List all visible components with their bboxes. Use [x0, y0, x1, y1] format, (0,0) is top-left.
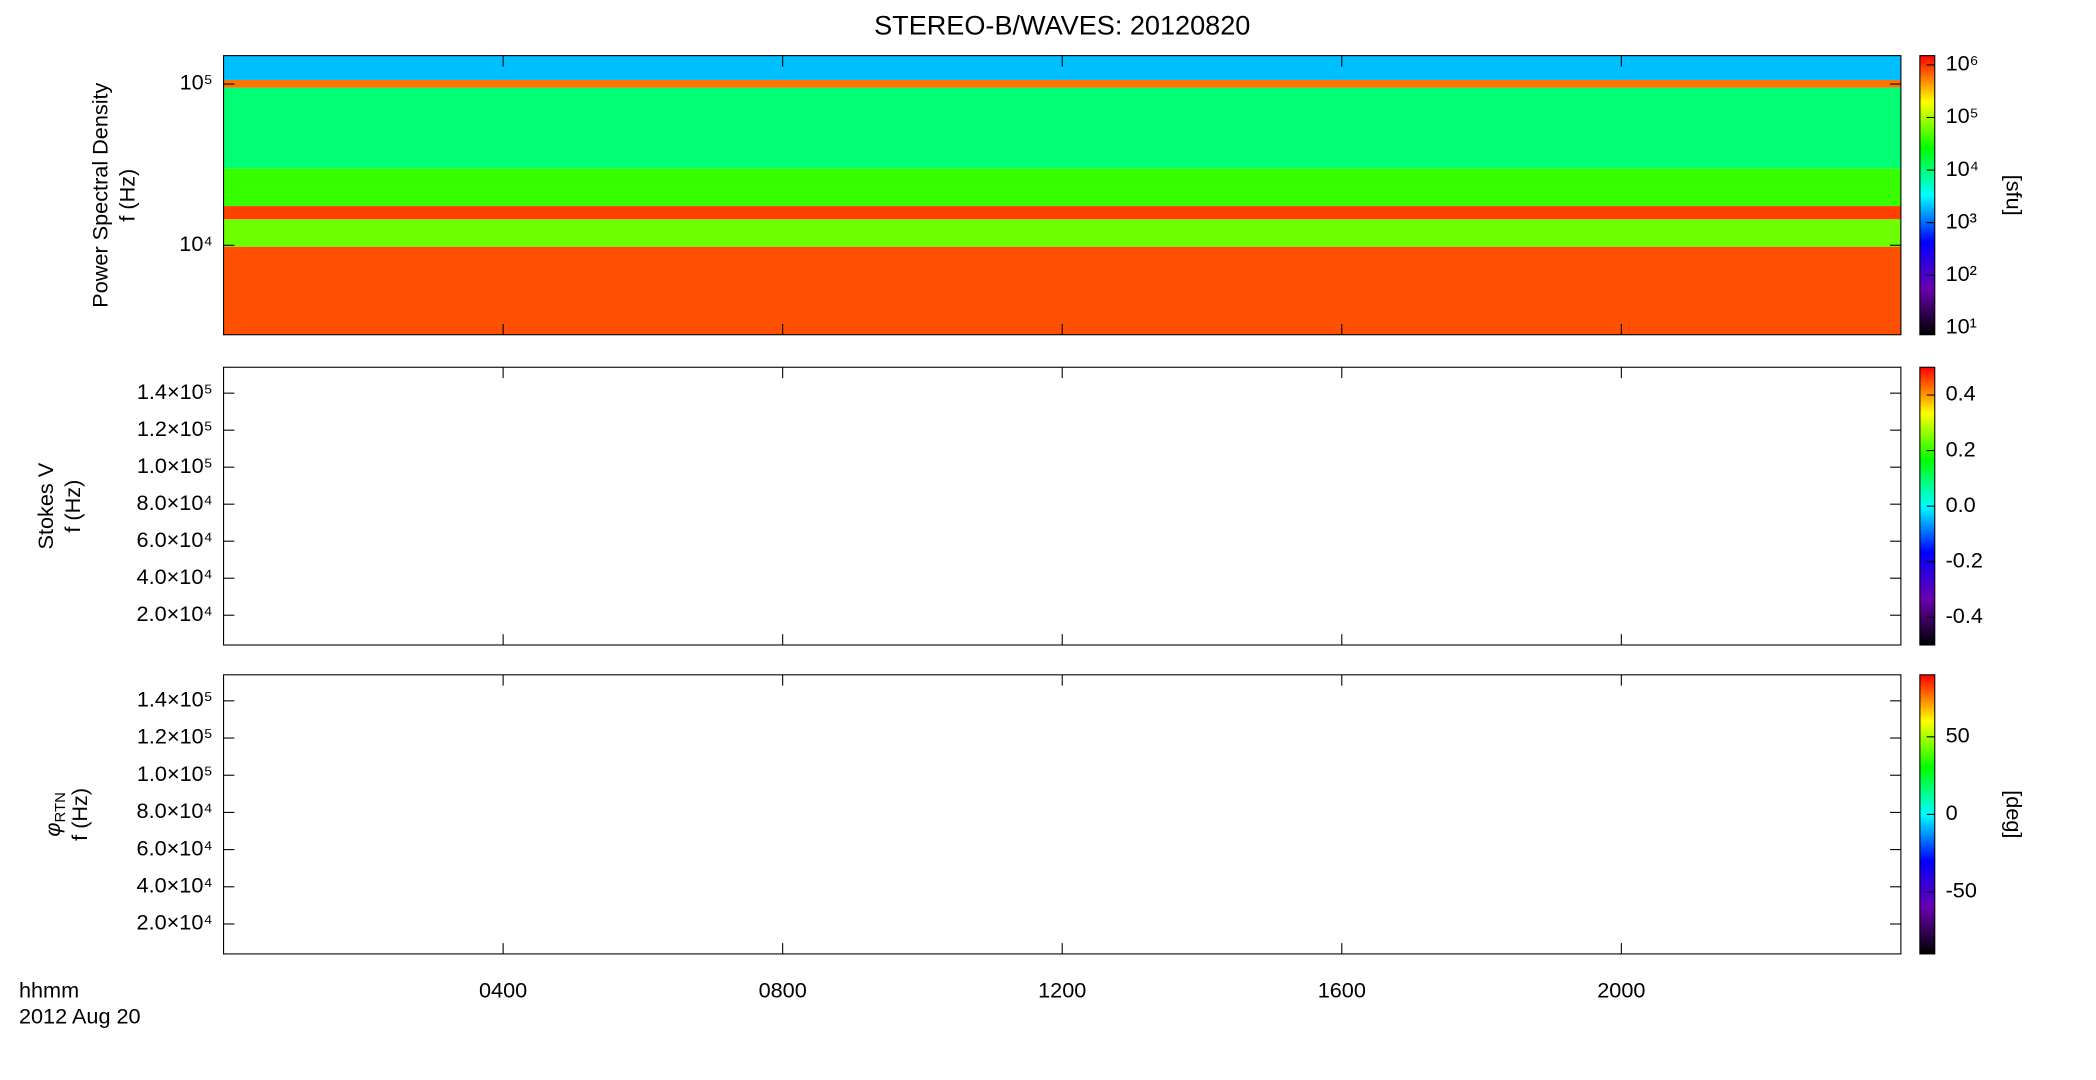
colorbar [1919, 55, 1936, 336]
y-tick-label: 8.0×10⁴ [137, 490, 213, 515]
colorbar-tick-label: 10⁶ [1946, 51, 1979, 76]
colorbar-tick-label: 10⁵ [1946, 103, 1979, 128]
spectrogram-band [223, 246, 1901, 335]
spectrogram-band [223, 219, 1901, 247]
plot-frame [223, 366, 1902, 646]
y-tick-label: 6.0×10⁴ [137, 527, 213, 552]
y-axis-label: f (Hz) [67, 788, 92, 841]
y-tick-label: 8.0×10⁴ [137, 798, 213, 823]
colorbar-tick-label: 0.2 [1946, 436, 1976, 461]
colorbar-tick-label: -0.4 [1946, 603, 1983, 628]
x-tick-label: 1600 [1318, 978, 1366, 1003]
colorbar-tick-label: 50 [1946, 723, 1970, 748]
y-tick-label: 1.2×10⁵ [137, 724, 213, 749]
y-axis-label: f (Hz) [60, 480, 85, 533]
y-tick-label: 4.0×10⁴ [137, 873, 213, 898]
colorbar-label: [deg] [2001, 790, 2026, 838]
x-tick-label: 2000 [1597, 978, 1645, 1003]
y-tick-label: 1.0×10⁵ [137, 453, 213, 478]
y-tick-label: 1.4×10⁵ [137, 687, 213, 712]
y-axis-label: φRTN [40, 792, 69, 836]
chart-title: STEREO-B/WAVES: 20120820 [874, 9, 1250, 40]
x-tick-label: 0800 [759, 978, 807, 1003]
y-tick-label: 4.0×10⁴ [137, 564, 213, 589]
colorbar-tick-label: 0 [1946, 800, 1958, 825]
spectrogram-band [223, 87, 1901, 169]
spectrogram-band [223, 79, 1901, 88]
y-axis-label-subscript: RTN [53, 792, 69, 822]
colorbar-tick-label: 10³ [1946, 208, 1977, 233]
colorbar-tick-label: 0.4 [1946, 381, 1976, 406]
colorbar-tick-label: 0.0 [1946, 492, 1976, 517]
y-tick-label: 6.0×10⁴ [137, 835, 213, 860]
plot-frame [223, 674, 1902, 955]
y-tick-label: 10⁵ [180, 70, 213, 95]
y-tick-label: 1.2×10⁵ [137, 416, 213, 441]
colorbar-tick-label: 10¹ [1946, 314, 1977, 339]
x-tick-label: 1200 [1038, 978, 1086, 1003]
date-label: 2012 Aug 20 [19, 1003, 141, 1028]
colorbar-tick-label: 10⁴ [1946, 156, 1979, 181]
y-axis-label: Power Spectral Density [87, 82, 112, 307]
colorbar-tick-label: -0.2 [1946, 547, 1983, 572]
colorbar-tick-label: 10² [1946, 261, 1977, 286]
spectrogram-band [223, 206, 1901, 220]
colorbar-label: [sfu] [2001, 175, 2026, 216]
y-tick-label: 2.0×10⁴ [137, 601, 213, 626]
x-tick-label: 0400 [479, 978, 527, 1003]
y-tick-label: 10⁴ [179, 231, 212, 256]
y-tick-label: 2.0×10⁴ [137, 910, 213, 935]
colorbar-tick-label: -50 [1946, 878, 1977, 903]
y-axis-label: Stokes V [33, 462, 58, 549]
spectrogram-band [223, 168, 1901, 207]
y-tick-label: 1.4×10⁵ [137, 379, 213, 404]
y-axis-label-symbol: φ [40, 822, 65, 836]
y-axis-label: f (Hz) [114, 169, 139, 222]
y-tick-label: 1.0×10⁵ [137, 761, 213, 786]
x-axis-label: hhmm [19, 978, 79, 1003]
